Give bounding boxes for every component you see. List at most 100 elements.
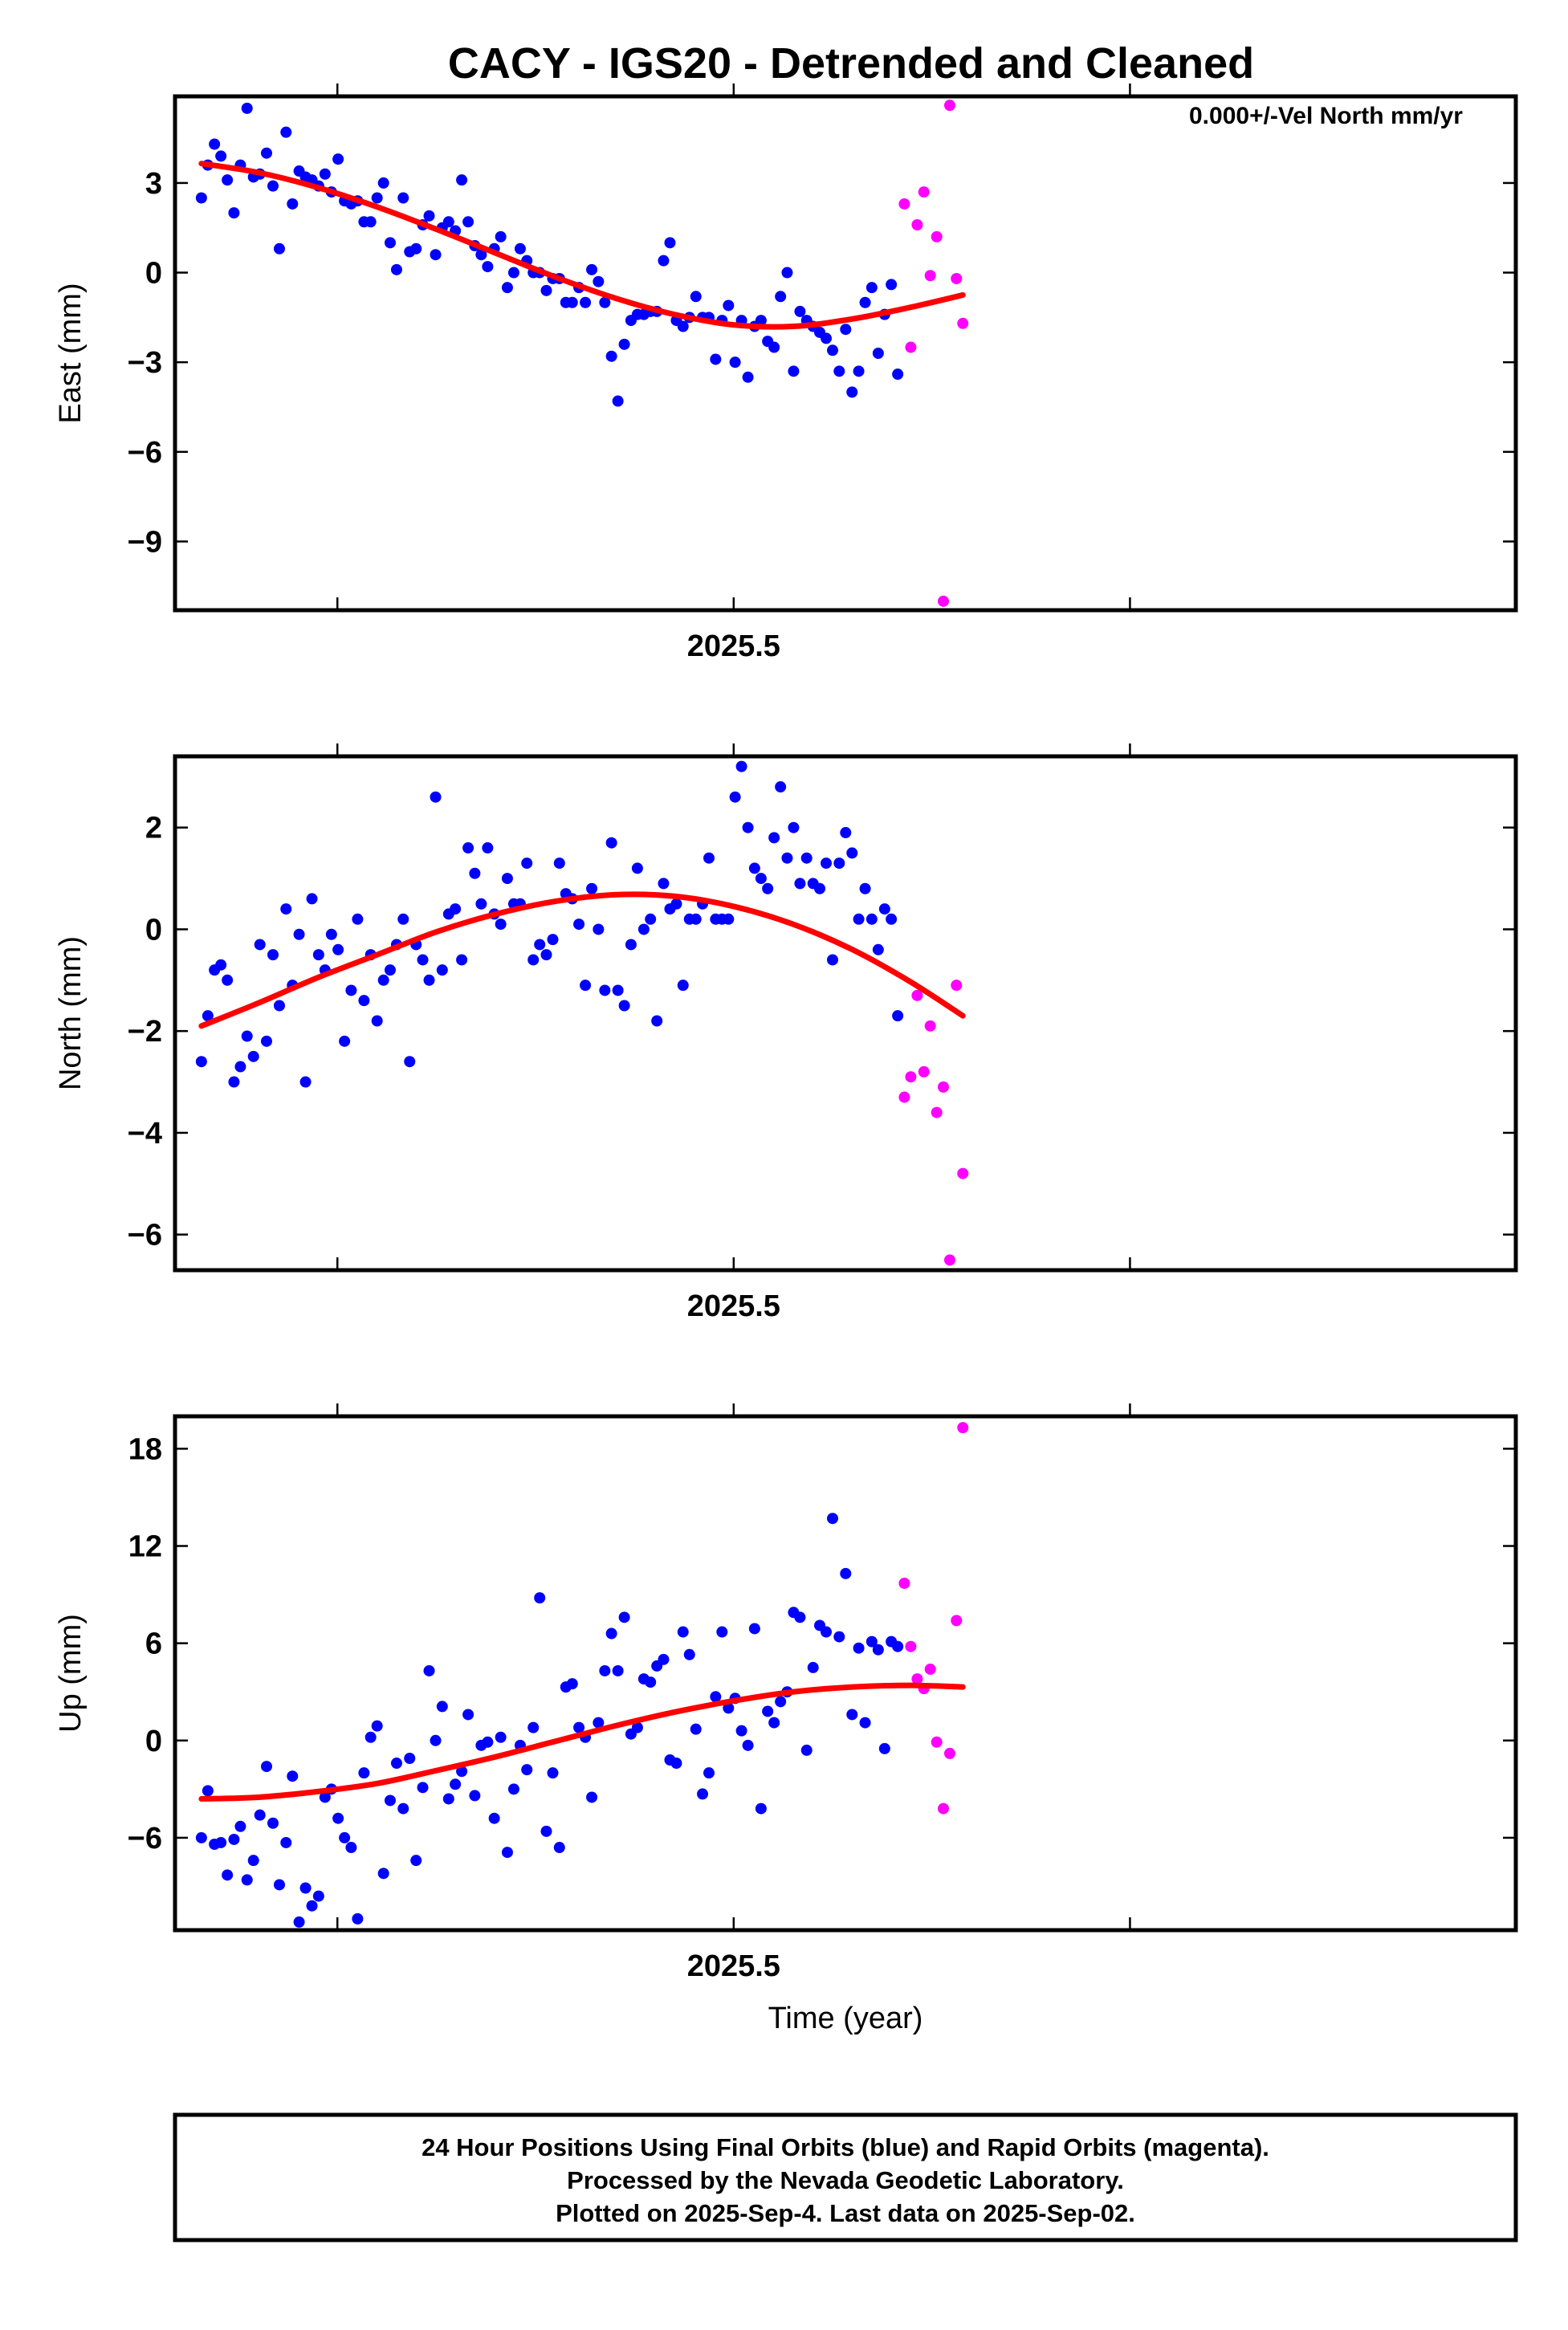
north-final-point (241, 1030, 253, 1042)
up-final-point (215, 1836, 227, 1848)
up-final-point (319, 1791, 331, 1803)
north-ytick-label: −6 (128, 1219, 162, 1253)
up-final-point (299, 1882, 312, 1894)
north-final-point (755, 873, 767, 885)
north-final-point (495, 919, 507, 931)
north-final-point (202, 1010, 214, 1022)
up-final-point (872, 1644, 884, 1656)
north-ytick-label: 0 (145, 913, 162, 947)
north-final-point (280, 903, 292, 915)
east-ytick-label: −3 (128, 346, 162, 380)
up-rapid-point (924, 1663, 936, 1675)
north-final-point (886, 913, 898, 925)
up-final-point (280, 1836, 292, 1848)
footer-line-1: 24 Hour Positions Using Final Orbits (bl… (422, 2133, 1269, 2161)
up-final-point (800, 1744, 813, 1756)
footer-line-3: Plotted on 2025-Sep-4. Last data on 2025… (556, 2199, 1135, 2227)
up-final-point (234, 1820, 246, 1832)
up-ytick-label: 6 (145, 1627, 162, 1661)
east-final-point (599, 296, 611, 308)
up-rapid-point (943, 1747, 955, 1759)
up-final-point (827, 1513, 839, 1525)
panels: 3 0 −3 −6 −9 2025.5 East (mm) 0.000+/-Vel North… (54, 84, 1518, 2035)
east-final-point (514, 242, 526, 255)
north-rapid-point (943, 1254, 955, 1266)
north-final-point (456, 954, 468, 966)
up-final-point (287, 1770, 299, 1782)
north-final-point (325, 928, 337, 940)
north-final-point (273, 1000, 285, 1012)
up-ytick-label: 12 (128, 1530, 162, 1564)
north-final-point (794, 878, 806, 890)
north-final-point (846, 847, 858, 859)
up-final-point (840, 1567, 852, 1579)
north-final-point (306, 893, 318, 905)
up-final-point (306, 1900, 318, 1912)
up-final-point (365, 1731, 377, 1743)
north-ytick-label: −2 (128, 1015, 162, 1049)
north-trend-line (198, 891, 966, 1029)
up-final-point (202, 1785, 214, 1797)
north-rapid-point (898, 1091, 910, 1103)
up-final-point (846, 1709, 858, 1721)
up-final-point (697, 1788, 709, 1800)
east-xtick-label: 2025.5 (687, 629, 780, 663)
north-rapid-point (951, 980, 963, 992)
east-final-point (273, 242, 285, 255)
north-final-point (475, 898, 487, 910)
east-final-point (729, 356, 741, 369)
north-final-point (527, 954, 540, 966)
up-final-point (690, 1723, 702, 1735)
up-final-point (658, 1653, 670, 1665)
up-final-point (423, 1664, 435, 1676)
up-rapid-point (911, 1673, 923, 1685)
up-final-point (677, 1626, 689, 1638)
up-final-point (755, 1802, 767, 1815)
north-final-point (234, 1061, 246, 1073)
north-final-point (215, 959, 227, 971)
up-final-point (417, 1782, 429, 1794)
up-final-point (553, 1842, 565, 1854)
north-final-point (605, 837, 617, 849)
east-rapid-point (918, 186, 930, 198)
north-final-point (833, 857, 845, 870)
up-final-point (371, 1720, 383, 1732)
east-final-point (260, 147, 272, 159)
east-final-point (332, 153, 344, 165)
up-final-point (748, 1623, 760, 1635)
north-final-point (637, 923, 650, 935)
north-final-point (748, 862, 760, 874)
up-panel: 18 12 6 0 −6 2025.5 Up (mm) Time (year) (54, 1403, 1518, 2035)
east-final-point (222, 174, 234, 186)
north-rapid-point (918, 1065, 930, 1077)
north-frame (173, 754, 1518, 1273)
east-final-point (507, 267, 519, 279)
north-final-point (800, 852, 813, 864)
north-final-point (371, 1015, 383, 1027)
up-final-point (892, 1640, 904, 1652)
east-final-point (195, 192, 207, 204)
north-final-point (267, 949, 279, 961)
north-final-point (878, 903, 890, 915)
east-final-point (742, 371, 754, 383)
up-final-point (358, 1767, 370, 1779)
up-final-point (599, 1664, 611, 1676)
north-final-point (853, 913, 865, 925)
north-final-point (254, 939, 266, 951)
east-rapid-point (931, 230, 943, 242)
up-final-point (605, 1627, 617, 1640)
east-final-point (462, 216, 474, 228)
up-final-point (586, 1791, 598, 1803)
up-xtick-label: 2025.5 (687, 1949, 780, 1983)
north-final-point (521, 857, 533, 870)
up-final-point (442, 1793, 454, 1805)
east-final-point (865, 282, 878, 294)
up-final-point (710, 1691, 722, 1703)
up-final-point (450, 1778, 462, 1790)
east-final-point (723, 299, 735, 312)
north-final-point (534, 939, 546, 951)
up-ytick-label: 0 (145, 1725, 162, 1758)
north-ylabel: North (mm) (54, 936, 88, 1090)
north-final-point (690, 913, 702, 925)
north-final-point (814, 882, 826, 894)
